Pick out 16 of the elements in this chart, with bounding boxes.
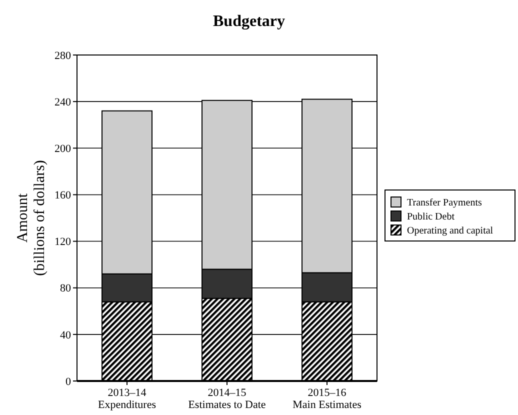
x-tick-label: 2014–15 Estimates to Date xyxy=(188,387,266,411)
y-tick-label: 200 xyxy=(54,142,72,155)
legend-label: Operating and capital xyxy=(407,226,494,236)
y-tick-label: 0 xyxy=(66,376,72,388)
y-tick-label: 40 xyxy=(60,329,72,342)
y-tick-label: 280 xyxy=(54,50,72,62)
y-axis-title: Amount (billions of dollars) xyxy=(15,160,48,276)
y-tick-label: 80 xyxy=(60,282,72,295)
chart-title: Budgetary xyxy=(213,13,285,30)
legend-label: Public Debt xyxy=(407,212,455,222)
x-tick-label: 2013–14 Expenditures xyxy=(98,387,156,411)
legend-label: Transfer Payments xyxy=(407,198,482,208)
y-tick-label: 160 xyxy=(54,190,72,202)
y-tick-label: 120 xyxy=(54,236,72,248)
y-tick-label: 240 xyxy=(54,96,72,108)
x-tick-label: 2015–16 Main Estimates xyxy=(292,387,362,411)
